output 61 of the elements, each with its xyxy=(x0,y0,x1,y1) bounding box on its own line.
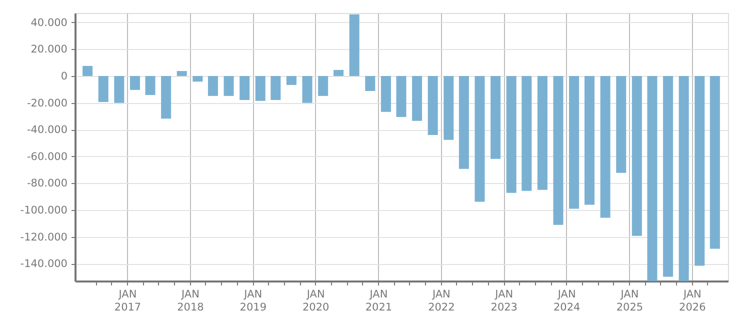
y-tick-label: -100.000 xyxy=(20,204,68,216)
bar xyxy=(82,66,93,76)
bar xyxy=(474,76,485,202)
y-tick-label: -20.000 xyxy=(26,97,68,110)
bar xyxy=(396,76,406,117)
y-tick-label: 20.000 xyxy=(30,44,68,56)
bar xyxy=(145,76,156,96)
bar xyxy=(302,76,312,103)
bar xyxy=(506,76,516,193)
x-tick-label: JAN 2026 xyxy=(679,288,706,313)
bar xyxy=(663,76,674,277)
x-tick-label: JAN 2017 xyxy=(114,288,142,313)
bar xyxy=(224,76,234,96)
bar xyxy=(176,71,187,76)
x-tick-label: JAN 2020 xyxy=(302,288,330,313)
bar xyxy=(616,76,626,173)
bar xyxy=(130,76,140,90)
y-tick-label: -140.000 xyxy=(20,258,68,270)
bar xyxy=(553,76,564,225)
bar xyxy=(255,76,266,101)
bar xyxy=(444,76,454,140)
x-tick-label: JAN 2025 xyxy=(616,288,644,313)
x-tick-label: JAN 2024 xyxy=(553,288,581,313)
bar xyxy=(286,76,296,85)
bar xyxy=(365,76,376,91)
bar xyxy=(632,76,642,236)
bar xyxy=(270,76,281,100)
bar xyxy=(600,76,610,218)
bar xyxy=(584,76,595,205)
x-tick-label: JAN 2019 xyxy=(240,288,267,313)
bar xyxy=(380,76,391,112)
bar xyxy=(318,76,328,96)
bar xyxy=(114,76,124,103)
y-tick-label: 40.000 xyxy=(30,16,68,29)
bar xyxy=(490,76,501,159)
bar xyxy=(694,76,705,266)
bar xyxy=(428,76,438,135)
bar xyxy=(240,76,250,100)
y-tick-label: 0 xyxy=(60,70,68,82)
bar xyxy=(678,76,689,281)
y-tick-label: -40.000 xyxy=(26,124,68,136)
x-tick-label: JAN 2021 xyxy=(365,288,392,313)
bar xyxy=(522,76,532,191)
bar xyxy=(412,76,422,121)
bar xyxy=(710,76,720,249)
bar xyxy=(192,76,203,82)
bar xyxy=(208,76,218,96)
bar xyxy=(647,76,658,281)
bar xyxy=(458,76,469,169)
x-tick-label: JAN 2022 xyxy=(428,288,455,313)
x-tick-label: JAN 2023 xyxy=(490,288,518,313)
x-tick-label: JAN 2018 xyxy=(177,288,204,313)
y-tick-label: -80.000 xyxy=(26,178,68,190)
bar xyxy=(537,76,548,190)
bar xyxy=(334,70,344,76)
bar xyxy=(349,14,360,76)
bar xyxy=(569,76,580,209)
bar xyxy=(161,76,172,119)
y-tick-label: -120.000 xyxy=(20,231,68,244)
y-tick-label: -60.000 xyxy=(26,150,68,163)
bar xyxy=(98,76,108,102)
